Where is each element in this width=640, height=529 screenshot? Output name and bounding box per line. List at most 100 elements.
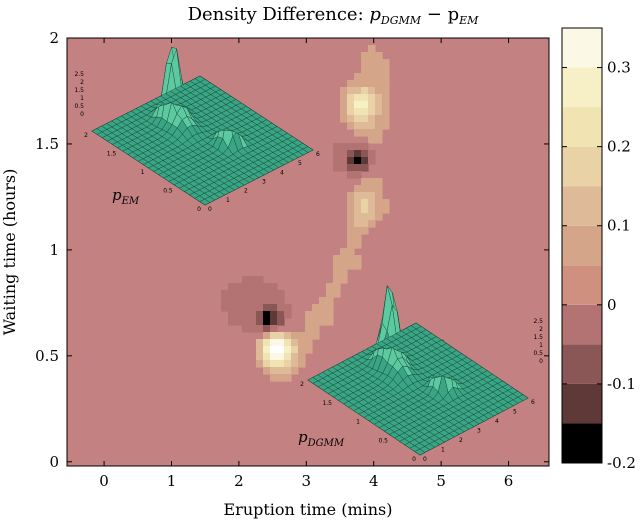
heatmap-cell [354,213,362,221]
heatmap-cell [368,185,376,193]
heatmap-cell [347,164,355,172]
heatmap-cell [319,297,327,305]
heatmap-cell [333,290,341,298]
heatmap-cell [368,220,376,228]
heatmap-cell [291,332,299,340]
heatmap-cell [333,262,341,270]
heatmap-cell [347,241,355,249]
heatmap-cell [277,290,285,298]
inset-tick-label: 4 [495,418,499,425]
heatmap-cell [361,52,369,60]
heatmap-cell [326,290,334,298]
inset-tick-label: 1.5 [107,151,117,158]
heatmap-cell [249,325,257,333]
heatmap-cell [368,122,376,130]
heatmap-cell [368,136,376,144]
heatmap-cell [263,304,271,312]
heatmap-cells [221,45,390,382]
heatmap-cell [354,171,362,179]
inset-tick-label: 1.5 [322,400,332,407]
heatmap-cell [242,318,250,326]
inset-mesh-facet [302,146,314,153]
heatmap-cell [340,115,348,123]
inset-tick-label: 2 [80,79,84,86]
heatmap-cell [249,276,257,284]
heatmap-cell [263,290,271,298]
heatmap-cell [368,206,376,214]
heatmap-cell [354,157,362,165]
heatmap-cell [277,353,285,361]
heatmap-cell [305,346,313,354]
heatmap-cell [354,122,362,130]
x-tick-label: 2 [234,472,244,490]
heatmap-cell [326,318,334,326]
heatmap-cell [270,311,278,319]
colorbar-tick-label: 0.2 [607,138,631,156]
heatmap-cell [368,66,376,74]
y-tick-label: 0 [49,453,59,471]
y-tick-label: 2 [49,29,59,47]
heatmap-cell [242,283,250,291]
inset-tick-label: 5 [513,409,517,416]
heatmap-cell [228,290,236,298]
inset-tick-label: 1 [539,342,543,349]
colorbar-band [562,383,602,424]
heatmap-cell [361,220,369,228]
heatmap-cell [284,339,292,347]
heatmap-cell [263,353,271,361]
inset-tick-label: 0 [423,456,427,463]
heatmap-cell [361,66,369,74]
colorbar-band [562,67,602,108]
heatmap-cell [347,122,355,130]
heatmap-cell [221,304,229,312]
heatmap-cell [375,101,383,109]
inset-tick-label: 0 [80,111,84,118]
heatmap-cell [347,206,355,214]
heatmap-cell [263,311,271,319]
heatmap-cell [277,297,285,305]
inset-tick-label: 1 [141,169,145,176]
inset-tick-label: 0 [539,358,543,365]
heatmap-cell [249,304,257,312]
heatmap-cell [284,346,292,354]
heatmap-cell [284,367,292,375]
heatmap-cell [347,234,355,242]
plot-frame [66,37,550,467]
heatmap-cell [270,283,278,291]
heatmap-cell [375,94,383,102]
heatmap-cell [277,304,285,312]
heatmap-cell [305,311,313,319]
heatmap-cell [368,213,376,221]
heatmap-cell [256,297,264,305]
heatmap-cell [382,94,390,102]
heatmap-cell [382,199,390,207]
heatmap-cell [340,164,348,172]
colorbar-band [562,304,602,345]
heatmap-cell [333,276,341,284]
heatmap-cell [361,213,369,221]
colorbar-tick-label: 0 [607,296,617,314]
heatmap-cell [263,360,271,368]
heatmap-cell [347,248,355,256]
heatmap-cell [298,353,306,361]
heatmap-cell [382,87,390,95]
heatmap-cell [284,374,292,382]
heatmap-cell [375,136,383,144]
heatmap-cell [354,94,362,102]
heatmap-cell [326,297,334,305]
heatmap-cell [361,122,369,130]
heatmap-cell [368,108,376,116]
heatmap-cell [347,192,355,200]
heatmap-cell [249,318,257,326]
heatmap-cell [354,255,362,263]
heatmap-cell [270,360,278,368]
heatmap-cell [354,220,362,228]
heatmap-cell [270,290,278,298]
heatmap-cell [298,360,306,368]
heatmap-cell [333,143,341,151]
heatmap-cell [382,108,390,116]
heatmap-cell [340,108,348,116]
